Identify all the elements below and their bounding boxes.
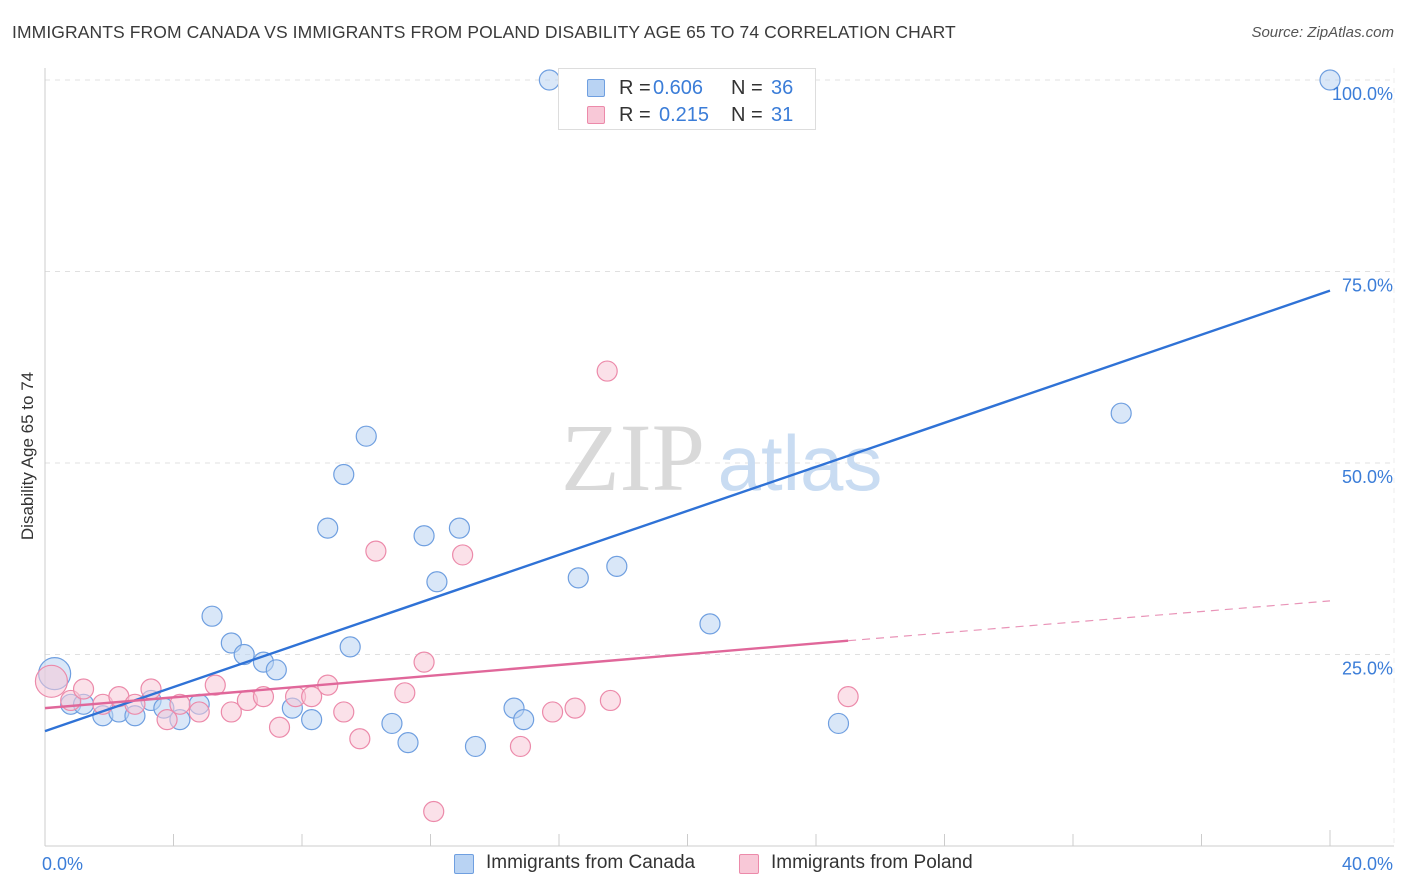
poland-point <box>156 709 178 731</box>
poland-point <box>564 697 586 719</box>
legend-row-canada: R = 0.606 N = 36 <box>559 75 815 103</box>
canada-r-label: R = <box>619 77 651 99</box>
poland-point <box>541 701 564 723</box>
poland-point <box>188 701 210 723</box>
poland-point <box>252 686 275 708</box>
y-tick-label: 50.0% <box>1342 467 1393 487</box>
legend-item-poland: Immigrants from Poland <box>739 852 1019 882</box>
canada-point <box>426 571 448 593</box>
canada-point <box>233 643 255 666</box>
poland-point <box>596 360 618 382</box>
canada-n-value: 36 <box>771 77 794 99</box>
poland-point <box>599 689 622 712</box>
canada-point <box>355 425 377 447</box>
x-tick-label: 0.0% <box>42 854 83 874</box>
canada-legend-swatch <box>454 854 474 874</box>
source-credit: Source: ZipAtlas.com <box>1251 24 1394 41</box>
poland-point <box>423 800 445 823</box>
poland-point <box>349 728 371 750</box>
poland-trend-extension <box>848 600 1331 642</box>
poland-point <box>413 651 435 673</box>
canada-point <box>1110 402 1132 424</box>
poland-trend-line <box>44 639 849 710</box>
poland-n-value: 31 <box>771 104 794 126</box>
watermark-zip: ZIP <box>561 404 705 511</box>
poland-n-label: N = <box>731 104 763 126</box>
trend-lines <box>44 289 1331 733</box>
canada-point <box>339 636 361 658</box>
canada-point <box>333 463 355 486</box>
canada-point <box>381 712 403 735</box>
watermark: ZIP atlas <box>561 404 882 511</box>
poland-swatch <box>587 106 605 124</box>
poland-point <box>204 674 226 696</box>
canada-point <box>301 709 323 731</box>
chart-title: IMMIGRANTS FROM CANADA VS IMMIGRANTS FRO… <box>12 22 956 42</box>
legend-row-poland: R = 0.215 N = 31 <box>559 102 815 130</box>
canada-point <box>317 517 339 539</box>
poland-point <box>333 701 355 723</box>
poland-point <box>452 544 474 566</box>
canada-point <box>567 567 589 589</box>
poland-point <box>220 701 242 723</box>
y-tick-label: 25.0% <box>1342 659 1393 679</box>
y-axis-label: Disability Age 65 to 74 <box>18 371 37 541</box>
poland-legend-label: Immigrants from Poland <box>771 852 973 873</box>
x-tick-label: 40.0% <box>1342 854 1393 874</box>
canada-r-value: 0.606 <box>653 77 704 99</box>
canada-point <box>699 613 721 635</box>
poland-point <box>72 678 95 700</box>
canada-point <box>538 69 560 91</box>
poland-point <box>837 686 859 708</box>
canada-point <box>1319 69 1341 91</box>
poland-point <box>34 664 69 698</box>
legend-item-canada: Immigrants from Canada <box>454 852 734 882</box>
canada-point <box>606 555 628 578</box>
canada-n-label: N = <box>731 77 763 99</box>
canada-point <box>397 731 419 754</box>
canada-point <box>513 709 535 731</box>
poland-point <box>268 716 291 738</box>
canada-point <box>201 605 223 627</box>
canada-point <box>448 517 471 539</box>
canada-swatch <box>587 79 605 97</box>
tick-labels: 25.0% 50.0% 75.0% 100.0% 0.0% 40.0% <box>42 84 1393 874</box>
canada-point <box>413 525 435 547</box>
canada-legend-label: Immigrants from Canada <box>486 852 696 873</box>
poland-point <box>169 693 191 715</box>
axes <box>44 68 1394 847</box>
watermark-atlas: atlas <box>718 419 883 507</box>
canada-point <box>464 735 487 758</box>
poland-point <box>509 735 532 758</box>
poland-r-value: 0.215 <box>659 104 710 126</box>
data-points <box>34 69 1341 823</box>
poland-point <box>365 540 387 562</box>
canada-trend-line <box>44 289 1331 733</box>
poland-legend-swatch <box>739 854 759 874</box>
y-tick-label: 75.0% <box>1342 276 1393 296</box>
poland-r-label: R = <box>619 104 651 126</box>
y-tick-label: 100.0% <box>1332 84 1393 104</box>
correlation-legend: R = 0.606 N = 36 R = 0.215 N = 31 <box>558 68 816 130</box>
canada-point <box>265 659 287 681</box>
canada-point <box>827 712 850 735</box>
poland-point <box>394 682 416 704</box>
